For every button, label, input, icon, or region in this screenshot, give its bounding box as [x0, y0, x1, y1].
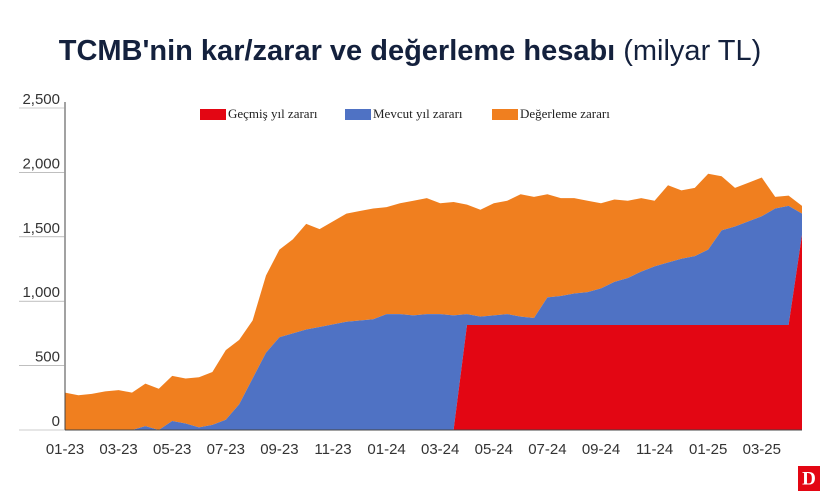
legend-label: Geçmiş yıl zararı	[228, 106, 318, 121]
y-tick-label: 500	[35, 349, 60, 366]
x-tick-label: 03-23	[99, 441, 137, 458]
subtitle: (milyar TL)	[623, 35, 761, 67]
x-tick-label: 09-23	[260, 441, 298, 458]
x-tick-label: 05-23	[153, 441, 191, 458]
x-tick-label: 07-23	[207, 441, 245, 458]
logo: D	[802, 468, 816, 489]
x-tick-label: 01-24	[367, 441, 405, 458]
legend-swatch	[345, 109, 371, 120]
legend-label: Mevcut yıl zararı	[373, 106, 463, 121]
x-tick-label: 01-25	[689, 441, 727, 458]
area	[65, 173, 802, 431]
x-tick-label: 11-24	[636, 441, 673, 458]
legend-swatch	[492, 109, 518, 120]
y-tick-label: 2,500	[22, 91, 60, 108]
chart-title: TCMB'nin kar/zarar ve değerleme hesabı (m…	[59, 35, 762, 67]
x-tick-label: 03-24	[421, 441, 459, 458]
x-tick-label: 03-25	[743, 441, 781, 458]
area	[65, 205, 802, 430]
legend-swatch	[200, 109, 226, 120]
x-tick-label: 07-24	[528, 441, 566, 458]
legend-label: Değerleme zararı	[520, 106, 610, 121]
plot: 0 500 1,000 1,500 2,000 2,500 01-23 03-23 05-23 0…	[19, 91, 802, 458]
x-tick-label: 09-24	[582, 441, 620, 458]
area	[65, 234, 802, 430]
y-tick-label: 0	[52, 413, 60, 430]
x-tick-label: 05-24	[475, 441, 513, 458]
x-tick-label: 01-23	[46, 441, 84, 458]
y-tick-label: 2,000	[22, 155, 60, 172]
title: TCMB'nin kar/zarar ve değerleme hesabı	[59, 35, 616, 67]
y-tick-label: 1,000	[22, 284, 60, 301]
logo-box	[798, 466, 820, 491]
x-tick-label: 11-23	[314, 441, 351, 458]
y-tick-label: 1,500	[22, 220, 60, 237]
